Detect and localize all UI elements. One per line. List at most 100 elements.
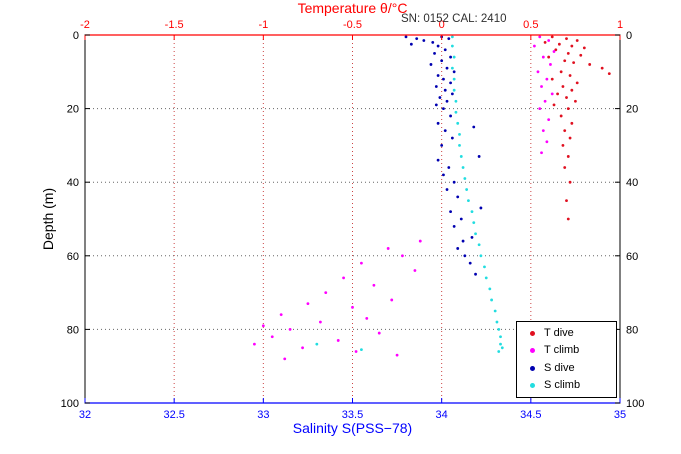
data-point-s-dive [433, 52, 436, 55]
data-point-s-climb [472, 221, 476, 225]
data-point-s-climb [450, 35, 454, 39]
data-point-t-climb [288, 328, 292, 331]
data-point-t-dive [566, 52, 570, 55]
data-point-s-dive [470, 236, 474, 239]
top-tick-label: -0.5 [343, 19, 362, 31]
data-point-t-dive [570, 121, 574, 125]
data-point-s-climb [461, 166, 465, 169]
data-point-t-climb [547, 118, 551, 122]
data-point-s-climb [500, 346, 504, 350]
data-point-t-dive [570, 88, 574, 92]
data-point-t-dive [565, 37, 568, 41]
data-point-s-dive [436, 158, 440, 162]
data-point-s-dive [440, 59, 444, 63]
data-point-s-dive [442, 77, 445, 81]
data-point-t-climb [261, 324, 265, 328]
data-point-s-climb [454, 110, 458, 114]
top-tick-label: -1 [258, 19, 268, 31]
data-point-s-climb [493, 309, 497, 313]
data-point-t-dive [563, 59, 567, 63]
y-axis-label-depth: Depth (m) [40, 187, 56, 251]
data-point-s-climb [450, 66, 454, 70]
bottom-tick-label: 33.5 [342, 409, 363, 421]
data-point-t-climb [543, 99, 547, 103]
data-point-s-dive [461, 239, 465, 243]
data-point-s-dive [468, 261, 472, 265]
data-point-s-climb [459, 155, 463, 158]
data-point-s-dive [456, 195, 460, 199]
data-point-s-dive [449, 210, 452, 214]
data-point-t-climb [540, 85, 543, 88]
data-point-t-climb [306, 302, 310, 306]
data-point-t-climb [541, 55, 545, 59]
data-point-s-dive [450, 92, 454, 96]
data-point-t-climb [538, 35, 542, 39]
data-point-s-dive [443, 129, 447, 133]
data-point-t-climb [301, 346, 304, 350]
data-point-s-climb [450, 44, 454, 48]
data-point-t-climb [545, 140, 549, 144]
bottom-tick-label: 34 [436, 409, 448, 421]
data-point-s-climb [463, 177, 467, 180]
data-point-t-dive [572, 61, 576, 64]
data-point-s-dive [447, 166, 451, 169]
data-point-s-dive [409, 42, 413, 46]
data-point-s-dive [449, 114, 452, 118]
legend-item-s-climb: S climb [530, 379, 614, 391]
data-point-s-climb [467, 199, 470, 203]
data-point-t-climb [552, 50, 556, 53]
left-tick-label: 0 [73, 30, 79, 42]
data-point-s-dive [445, 66, 449, 70]
right-tick-label: 20 [626, 104, 638, 116]
data-point-t-dive [550, 77, 554, 81]
data-point-t-climb [395, 353, 399, 357]
data-point-s-dive [434, 85, 438, 88]
data-point-t-climb [538, 107, 542, 110]
data-point-t-dive [574, 99, 577, 103]
data-point-t-climb [413, 269, 417, 272]
data-point-s-dive [449, 55, 452, 59]
data-point-t-dive [547, 55, 551, 59]
t-climb-marker-icon [530, 348, 535, 354]
data-point-s-climb [483, 265, 486, 269]
data-point-s-climb [490, 298, 493, 302]
data-point-s-dive [445, 99, 449, 103]
data-point-t-dive [543, 40, 547, 44]
bottom-tick-label: 32 [79, 409, 91, 421]
data-point-s-climb [452, 77, 456, 81]
data-point-t-climb [401, 254, 404, 258]
data-point-s-climb [488, 287, 492, 291]
data-point-s-climb [470, 210, 474, 214]
top-tick-label: -2 [80, 19, 90, 31]
data-point-t-climb [390, 298, 394, 302]
data-point-s-climb [484, 276, 488, 280]
s-dive-marker-icon [530, 365, 535, 371]
bottom-tick-label: 35 [614, 409, 626, 421]
data-point-t-dive [566, 107, 570, 110]
data-point-t-dive [600, 66, 604, 70]
data-point-t-dive [607, 72, 611, 76]
data-point-t-dive [556, 92, 559, 96]
left-tick-label: 40 [67, 177, 79, 189]
data-point-s-climb [458, 132, 461, 136]
top-axis-label-temperature: Temperature θ/°C [297, 0, 408, 16]
data-point-t-climb [351, 305, 354, 309]
data-point-t-dive [557, 42, 561, 46]
data-point-s-dive [474, 272, 477, 276]
data-point-t-dive [550, 35, 554, 39]
data-point-t-dive [579, 53, 583, 57]
top-tick-label: 1 [617, 19, 623, 31]
data-point-t-climb [360, 261, 363, 265]
data-point-s-climb [452, 88, 456, 92]
data-point-s-dive [459, 217, 463, 221]
left-tick-label: 100 [61, 398, 79, 410]
data-point-s-climb [465, 188, 469, 191]
left-tick-label: 60 [67, 251, 79, 263]
legend-label-s-dive: S dive [544, 361, 575, 374]
data-point-t-dive [566, 217, 570, 221]
data-point-s-dive [449, 81, 452, 85]
t-dive-marker-icon [530, 331, 535, 337]
data-point-t-dive [575, 81, 579, 85]
data-point-t-climb [533, 44, 536, 48]
